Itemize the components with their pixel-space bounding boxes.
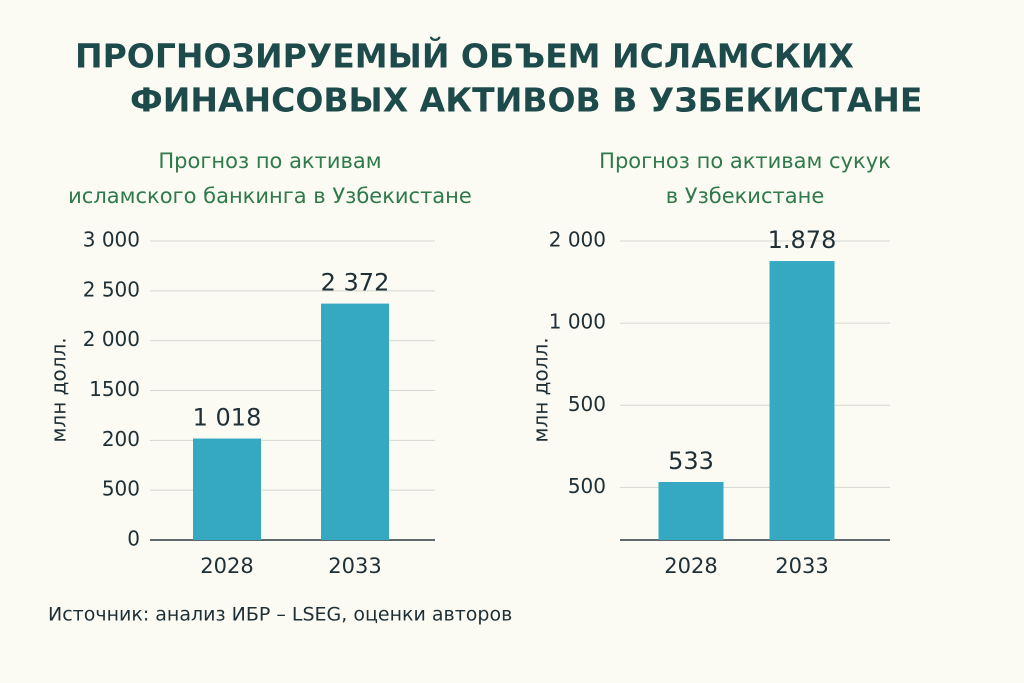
y-tick-label: 0 xyxy=(127,527,140,551)
y-tick-label: 500 xyxy=(568,392,606,416)
y-tick-label: 2 000 xyxy=(549,228,606,252)
x-tick-label: 2028 xyxy=(200,554,253,578)
x-tick-label: 2028 xyxy=(664,554,717,578)
x-tick-label: 2033 xyxy=(775,554,828,578)
value-label: 533 xyxy=(668,447,714,475)
y-tick-label: 1 000 xyxy=(549,310,606,334)
bar xyxy=(321,303,389,540)
source: Источник: анализ ИБР – LSEG, оценки авто… xyxy=(48,604,512,626)
chart-subtitle: исламского банкинга в Узбекистане xyxy=(68,184,472,208)
value-label: 1 018 xyxy=(193,404,262,432)
chart-subtitle: Прогноз по активам xyxy=(158,149,381,173)
value-label: 1.878 xyxy=(768,226,837,254)
y-axis-label: млн долл. xyxy=(529,337,553,442)
y-tick-label: 2 000 xyxy=(83,327,140,351)
chart-subtitle: Прогноз по активам сукук xyxy=(599,149,891,173)
chart-subtitle: в Узбекистане xyxy=(666,184,825,208)
y-tick-label: 1500 xyxy=(89,377,140,401)
y-axis-label: млн долл. xyxy=(47,337,71,442)
y-tick-label: 2 500 xyxy=(83,277,140,301)
bar xyxy=(769,261,835,540)
value-label: 2 372 xyxy=(321,269,390,297)
x-tick-label: 2033 xyxy=(328,554,381,578)
y-tick-label: 3 000 xyxy=(83,228,140,252)
title-line: ПРОГНОЗИРУЕМЫЙ ОБЪЕМ ИСЛАМСКИХ xyxy=(75,36,854,76)
y-tick-label: 500 xyxy=(568,474,606,498)
bar xyxy=(193,438,261,540)
y-tick-label: 200 xyxy=(102,427,140,451)
title-line: ФИНАНСОВЫХ АКТИВОВ В УЗБЕКИСТАНЕ xyxy=(130,81,922,120)
y-tick-label: 500 xyxy=(102,477,140,501)
bar xyxy=(658,482,724,540)
